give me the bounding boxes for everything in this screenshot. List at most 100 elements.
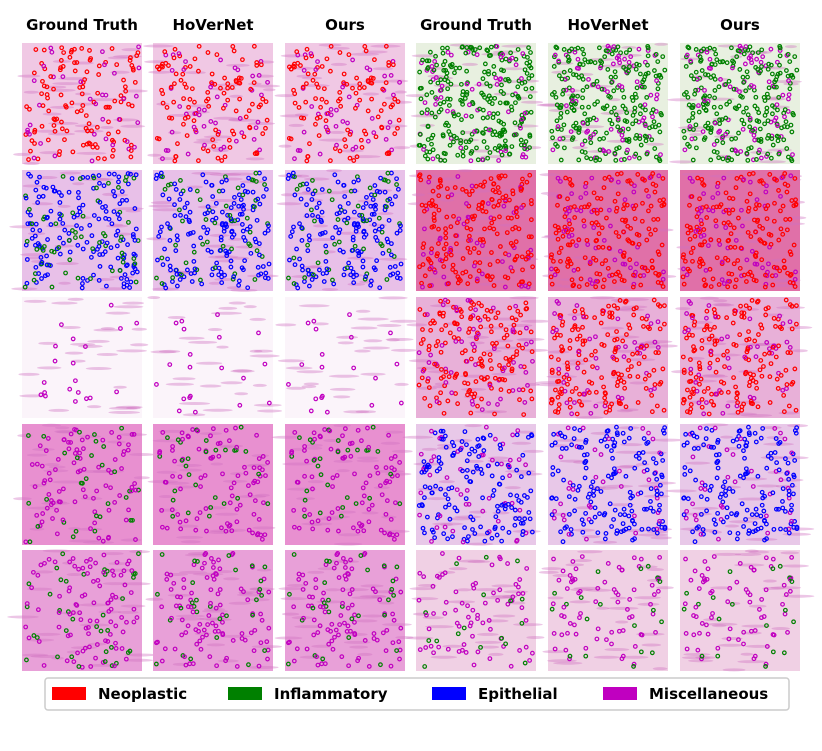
- tissue-fiber: [307, 480, 324, 484]
- nucleus: [382, 101, 387, 107]
- nucleus: [340, 119, 346, 124]
- nucleus: [526, 45, 531, 51]
- nucleus: [748, 57, 754, 63]
- nucleus: [615, 116, 621, 121]
- tissue-fiber: [232, 369, 253, 373]
- nucleus: [90, 144, 96, 150]
- tissue-fiber: [503, 67, 524, 71]
- nucleus: [170, 275, 176, 281]
- nucleus: [303, 55, 309, 61]
- nucleus: [693, 122, 699, 128]
- nucleus: [686, 102, 692, 108]
- tissue-fiber: [215, 512, 239, 516]
- nucleus: [133, 279, 139, 285]
- nucleus: [22, 284, 28, 290]
- nucleus: [512, 120, 518, 126]
- tissue-fiber: [525, 90, 538, 94]
- nucleus: [591, 115, 597, 121]
- nucleus: [386, 60, 392, 65]
- nucleus: [41, 63, 47, 69]
- nucleus: [554, 118, 560, 124]
- nucleus: [700, 129, 706, 135]
- nucleus: [585, 59, 591, 65]
- nucleus: [468, 158, 474, 164]
- nucleus: [254, 217, 260, 223]
- nucleus: [77, 209, 83, 215]
- nucleus: [103, 209, 109, 214]
- nucleus: [499, 82, 504, 88]
- nucleus: [182, 205, 188, 211]
- tissue-fiber: [389, 100, 413, 104]
- nucleus: [575, 93, 580, 99]
- nucleus: [119, 250, 125, 256]
- nucleus: [122, 272, 128, 278]
- nucleus: [245, 285, 251, 291]
- nucleus: [440, 45, 445, 51]
- nucleus: [100, 251, 106, 257]
- nucleus: [305, 154, 311, 159]
- nucleus: [159, 255, 165, 261]
- nucleus: [417, 132, 423, 137]
- tissue-fiber: [55, 262, 79, 266]
- nucleus: [368, 278, 374, 284]
- nucleus: [173, 242, 179, 248]
- nucleus: [323, 249, 329, 255]
- nucleus: [723, 82, 729, 87]
- tissue-fiber: [107, 56, 131, 60]
- nucleus: [180, 71, 186, 77]
- nucleus: [500, 52, 506, 57]
- tissue-fiber: [370, 44, 401, 48]
- nucleus: [300, 267, 305, 273]
- nucleus: [377, 285, 383, 291]
- nucleus: [558, 110, 564, 116]
- nucleus: [443, 252, 449, 257]
- nucleus: [654, 78, 659, 84]
- nucleus: [135, 50, 141, 56]
- nucleus: [636, 46, 642, 52]
- tissue-fiber: [621, 46, 637, 50]
- nucleus: [385, 125, 391, 131]
- tissue-fiber: [350, 326, 378, 330]
- nucleus: [766, 79, 772, 85]
- nucleus: [441, 67, 447, 73]
- nucleus: [770, 142, 776, 148]
- tissue-fiber: [148, 204, 176, 208]
- tissue-fiber: [159, 495, 174, 499]
- nucleus: [608, 126, 614, 132]
- tissue-image: [147, 424, 276, 545]
- nucleus: [58, 92, 64, 98]
- nucleus: [561, 145, 567, 151]
- nucleus: [638, 142, 644, 148]
- nucleus: [693, 145, 699, 151]
- nucleus: [606, 149, 612, 154]
- nucleus: [130, 270, 136, 276]
- nucleus: [251, 80, 257, 86]
- column-header: Ours: [720, 16, 760, 34]
- tissue-fiber: [717, 44, 740, 48]
- nucleus: [239, 211, 245, 217]
- nucleus: [323, 118, 329, 124]
- nucleus: [704, 49, 710, 55]
- tissue-fiber: [629, 381, 648, 385]
- nucleus: [219, 179, 225, 185]
- tissue-image: [539, 170, 677, 291]
- nucleus: [314, 81, 320, 87]
- nucleus: [597, 136, 603, 142]
- nucleus: [428, 79, 434, 85]
- nucleus: [754, 157, 759, 162]
- nucleus: [305, 267, 311, 273]
- nucleus: [653, 154, 659, 160]
- image-bg: [153, 297, 273, 418]
- tissue-fiber: [72, 182, 85, 186]
- nucleus: [438, 107, 444, 112]
- nucleus: [177, 53, 183, 59]
- nucleus: [611, 47, 616, 52]
- nucleus: [172, 202, 177, 208]
- nucleus: [39, 91, 44, 97]
- tissue-fiber: [620, 408, 639, 412]
- nucleus: [351, 158, 357, 163]
- nucleus: [419, 110, 425, 116]
- tissue-image: [407, 169, 539, 291]
- nucleus: [637, 136, 643, 142]
- nucleus: [333, 224, 338, 230]
